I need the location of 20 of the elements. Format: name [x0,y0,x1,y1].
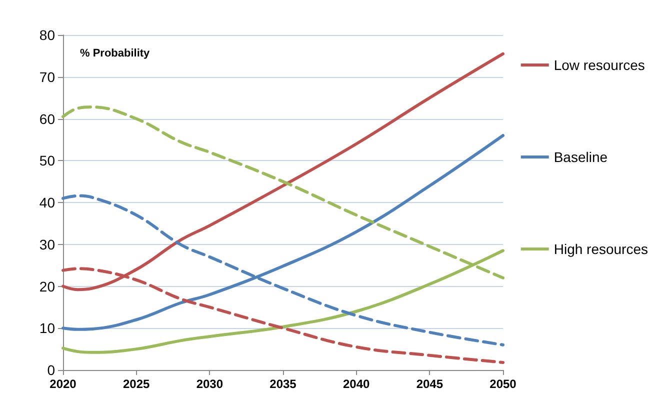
legend-label: Low resources [554,57,645,73]
x-tick-label: 2040 [342,377,370,391]
y-tick-label: 70 [39,68,56,85]
legend-label: Baseline [554,149,608,165]
y-tick-label: 40 [39,194,56,210]
x-tick-label: 2025 [122,377,150,391]
y-tick-label: 20 [39,278,56,294]
y-tick-label: 60 [39,110,56,127]
y-tick-label: 80 [39,27,56,43]
y-tick-label: 0 [47,362,56,378]
x-tick-label: 2035 [270,377,297,391]
x-tick-label: 2050 [490,377,517,391]
x-tick-label: 2045 [416,377,444,391]
x-tick-label: 2030 [196,377,224,391]
legend-label: High resources [554,241,648,257]
y-tick-label: 50 [39,152,56,169]
y-tick-label: 30 [39,236,56,252]
x-tick-label: 2020 [50,377,77,391]
y-tick-label: 10 [39,320,56,336]
annotation: % Probability [80,48,151,60]
